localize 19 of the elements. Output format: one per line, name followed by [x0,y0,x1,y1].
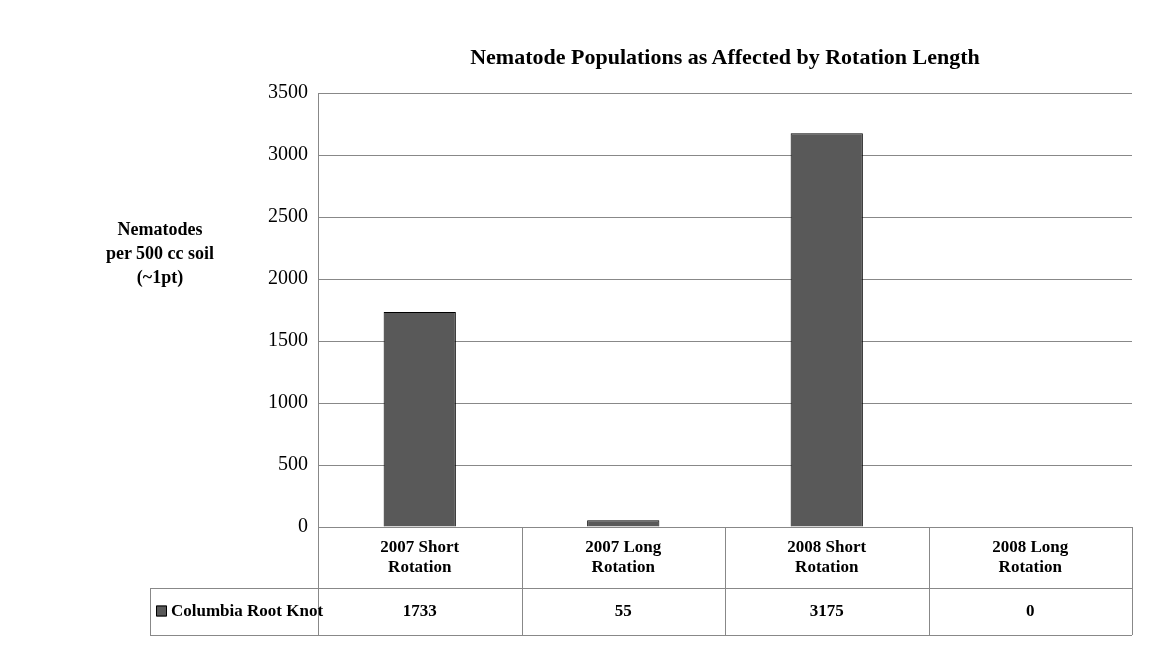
data-label: 55 [614,600,632,620]
data-label: 1733 [402,600,437,620]
data-label: 3175 [809,600,844,620]
x-tick-label: 2007 Short Rotation [380,536,460,576]
chart-title: Nematode Populations as Affected by Rotation Length [470,43,980,69]
x-tick-label: 2008 Long Rotation [992,536,1069,576]
x-tick-label: 2008 Short Rotation [787,536,867,576]
x-tick-label: 2007 Long Rotation [585,536,662,576]
y-tick-label: 1500 [268,328,308,351]
y-tick-label: 3500 [268,80,308,103]
y-tick-label: 3000 [268,142,308,165]
y-tick-label: 2000 [268,266,308,289]
legend-label: Columbia Root Knot [171,600,324,620]
y-tick-label: 2500 [268,204,308,227]
y-tick-label: 500 [278,452,308,475]
data-label: 0 [1026,600,1035,620]
y-tick-label: 0 [298,514,308,537]
y-tick-label: 1000 [268,390,308,413]
y-axis-title: Nematodes per 500 cc soil (~1pt) [105,218,215,288]
